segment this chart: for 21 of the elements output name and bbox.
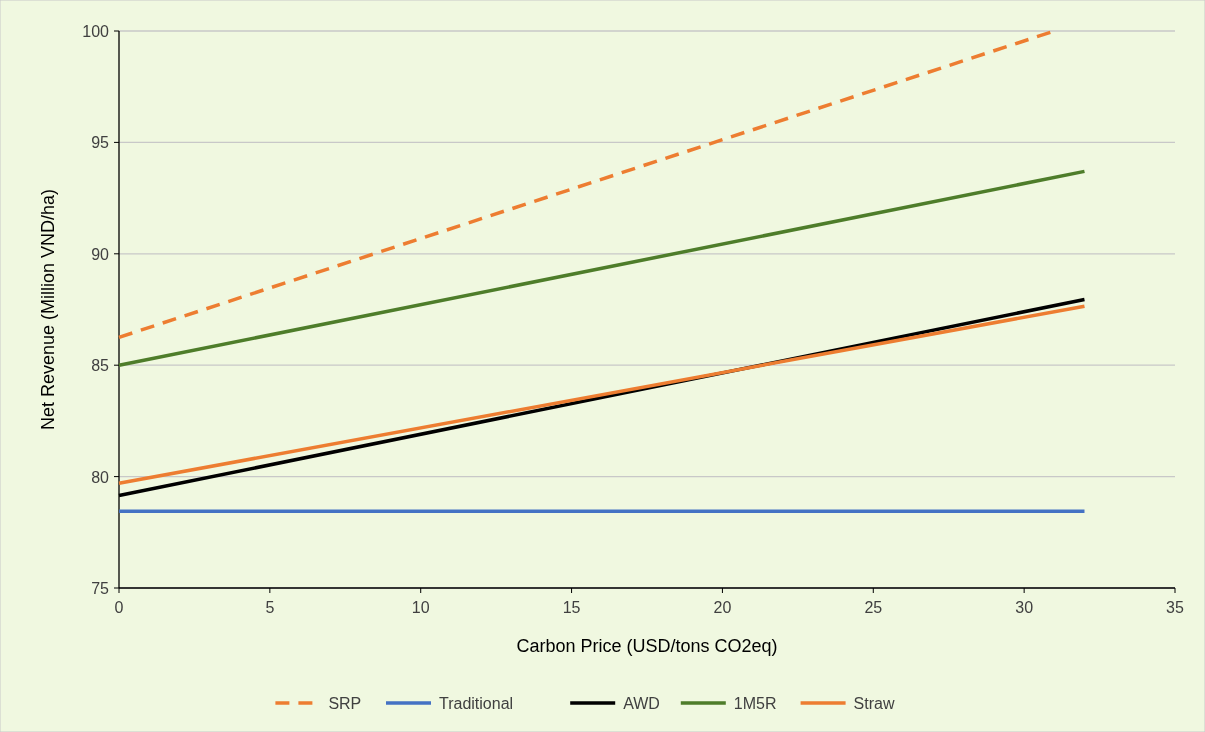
x-tick-label: 15: [562, 599, 581, 616]
x-tick-label: 25: [864, 599, 883, 616]
legend-label: Straw: [853, 695, 895, 712]
legend-label: Traditional: [439, 695, 514, 712]
y-axis-title: Net Revenue (Million VND/ha): [38, 188, 58, 431]
x-tick-label: 5: [265, 599, 275, 616]
x-tick-label: 10: [411, 599, 430, 616]
y-tick-label: 85: [91, 357, 110, 375]
y-tick-label: 80: [91, 468, 110, 486]
x-tick-label: 0: [114, 599, 124, 616]
x-tick-label: 35: [1166, 599, 1184, 616]
y-tick-label: 100: [82, 23, 110, 40]
y-tick-label: 75: [91, 580, 110, 597]
y-tick-label: 95: [91, 134, 110, 152]
x-axis-title: Carbon Price (USD/tons CO2eq): [516, 636, 778, 656]
y-tick-label: 90: [91, 245, 110, 263]
x-tick-label: 20: [713, 599, 732, 616]
legend-label: SRP: [328, 695, 362, 712]
x-tick-label: 30: [1015, 599, 1034, 616]
legend-label: 1M5R: [733, 695, 777, 712]
legend-label: AWD: [623, 695, 660, 712]
